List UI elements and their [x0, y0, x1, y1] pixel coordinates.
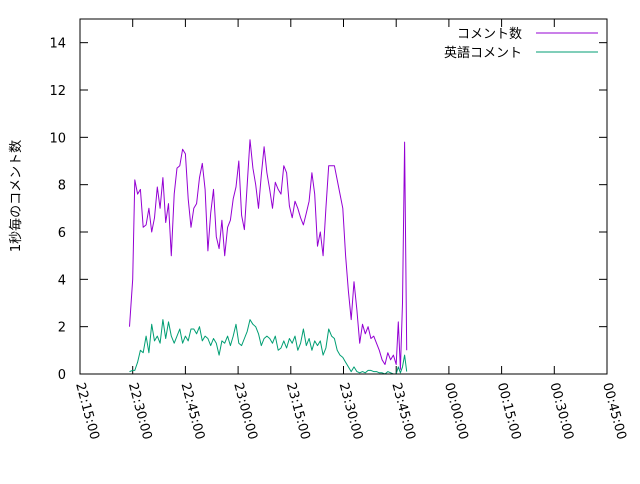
y-axis-label: 1秒毎のコメント数: [8, 140, 24, 252]
y-tick-label: 2: [58, 321, 66, 336]
y-tick-label: 4: [58, 273, 66, 288]
y-tick-label: 0: [58, 368, 66, 383]
plot-frame: [79, 18, 608, 375]
legend-label-1: コメント数: [457, 27, 522, 42]
y-tick-label: 8: [58, 179, 66, 194]
series-line-1: [129, 139, 408, 370]
y-tick-label: 14: [49, 37, 66, 52]
y-tick-label: 6: [58, 226, 66, 241]
y-tick-label: 12: [49, 84, 66, 99]
legend-label-2: 英語コメント: [444, 45, 522, 61]
series-line-2: [129, 319, 408, 375]
y-tick-label: 10: [49, 131, 66, 146]
